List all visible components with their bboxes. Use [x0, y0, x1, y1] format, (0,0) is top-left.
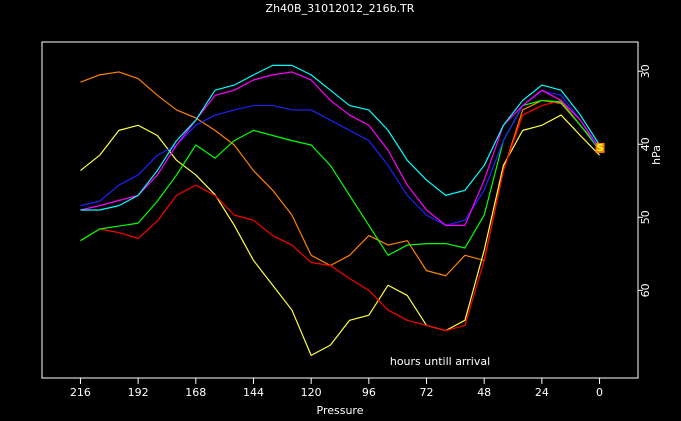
- data-line: [80, 71, 601, 226]
- x-tick-label: 0: [596, 386, 603, 399]
- x-tick-label: 120: [301, 386, 322, 399]
- y-axis-label: hPa: [650, 145, 663, 165]
- data-line: [80, 64, 601, 211]
- data-line: [80, 99, 601, 332]
- annotation: hours untill arrival: [390, 355, 490, 368]
- y-tick-label: 60: [639, 283, 652, 297]
- x-tick-label: 192: [128, 386, 149, 399]
- x-tick-label: 168: [185, 386, 206, 399]
- data-line: [80, 90, 601, 226]
- end-marker-label: S: [596, 143, 603, 154]
- y-tick-label: 40: [639, 137, 652, 151]
- plot-frame: [41, 41, 639, 379]
- x-tick-label: 24: [535, 386, 549, 399]
- data-line: [80, 114, 600, 356]
- y-tick-label: 50: [639, 210, 652, 224]
- chart-title: Zh40B_31012012_216b.TR: [266, 2, 415, 15]
- data-line: [80, 71, 601, 277]
- x-tick-label: 144: [243, 386, 264, 399]
- x-tick-label: 216: [70, 386, 91, 399]
- x-tick-label: 96: [362, 386, 376, 399]
- end-marker: [595, 142, 605, 153]
- x-tick-label: 72: [420, 386, 434, 399]
- x-axis-label: Pressure: [317, 404, 364, 417]
- y-tick-label: 30: [639, 64, 652, 78]
- x-tick-label: 48: [477, 386, 491, 399]
